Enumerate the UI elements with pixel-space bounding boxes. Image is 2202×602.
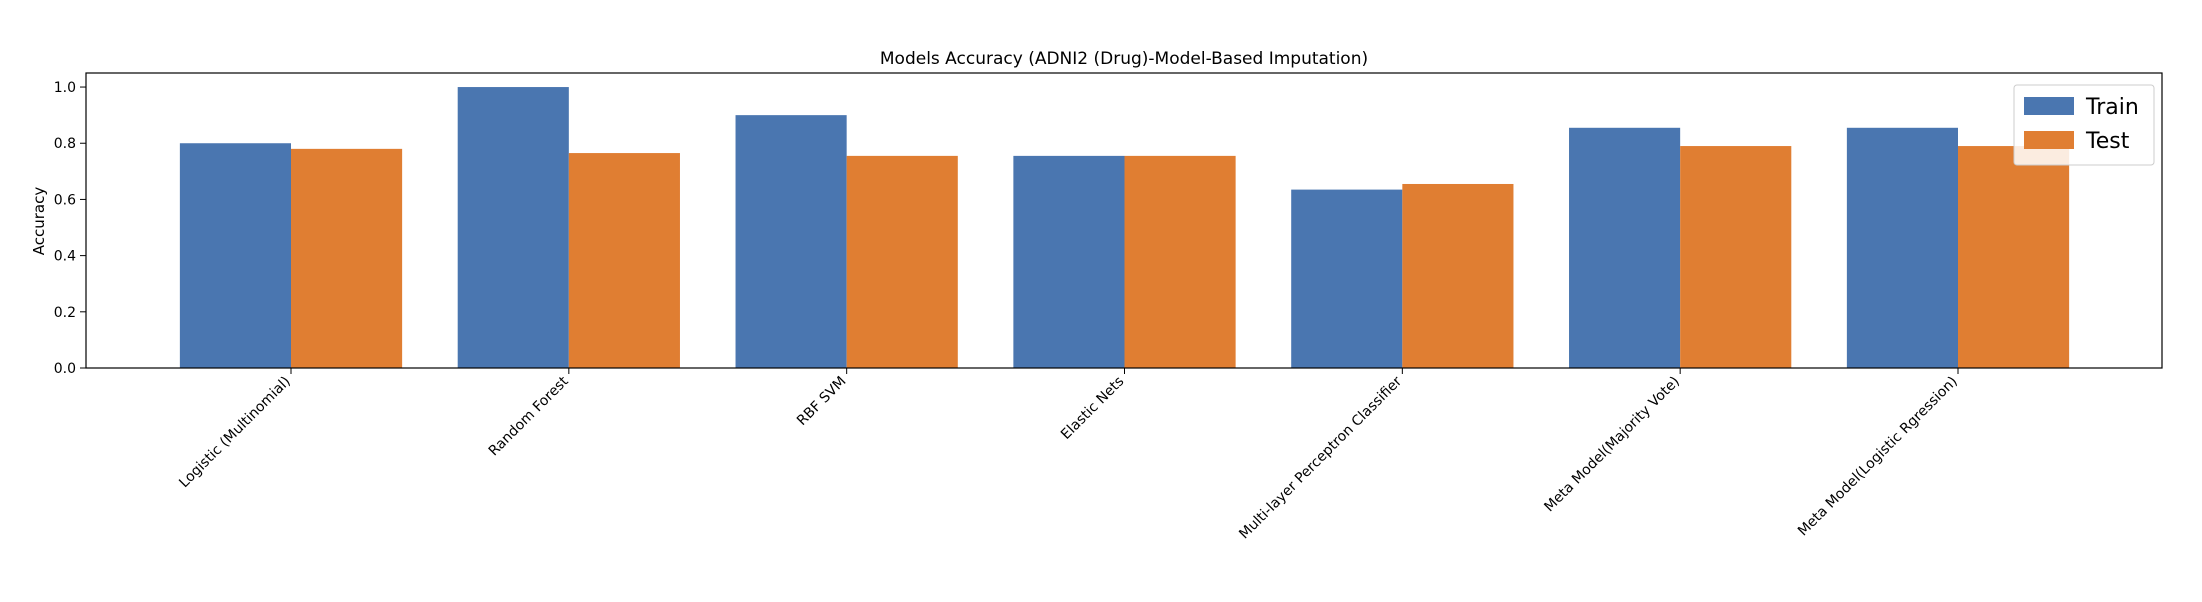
- legend-label-test: Test: [2085, 129, 2130, 154]
- bar-test-5: [1680, 146, 1792, 368]
- x-tick-label-2: RBF SVM: [794, 374, 849, 429]
- bar-train-1: [457, 87, 569, 369]
- bar-train-5: [1569, 127, 1681, 368]
- bar-test-3: [1124, 155, 1236, 368]
- bar-train-6: [1846, 127, 1958, 368]
- y-tick-label-0: 0.0: [54, 361, 76, 377]
- bar-test-0: [291, 148, 403, 368]
- bar-test-2: [846, 155, 958, 368]
- plot-area: 0.0 0.2 0.4 0.6 0.8 1.0 Logistic (Multinomial)…: [54, 72, 2163, 542]
- y-tick-label-2: 0.4: [54, 249, 76, 265]
- bar-test-4: [1402, 183, 1514, 368]
- x-tick-label-4: Multi-layer Perceptron Classifier: [1236, 373, 1405, 542]
- x-tick-label-6: Meta Model(Logistic Rgression): [1795, 374, 1961, 540]
- y-tick-label-5: 1.0: [54, 80, 76, 96]
- legend-swatch-train: [2024, 97, 2074, 115]
- bar-train-4: [1291, 189, 1403, 368]
- legend-label-train: Train: [2085, 95, 2139, 120]
- bar-test-6: [1958, 146, 2070, 368]
- bar-train-2: [735, 115, 847, 368]
- y-tick-label-4: 0.8: [54, 136, 76, 152]
- y-tick-label-3: 0.6: [54, 192, 76, 208]
- bar-test-1: [568, 153, 680, 368]
- bar-train-3: [1013, 155, 1125, 368]
- legend: Train Test: [2013, 84, 2155, 166]
- y-tick-label-1: 0.2: [54, 305, 76, 321]
- x-tick-label-3: Elastic Nets: [1058, 374, 1127, 443]
- x-tick-label-5: Meta Model(Majority Vote): [1541, 374, 1683, 516]
- x-tick-label-1: Random Forest: [486, 373, 572, 459]
- y-axis-label: Accuracy: [30, 187, 48, 256]
- chart-title: Models Accuracy (ADNI2 (Drug)-Model-Base…: [880, 49, 1368, 69]
- x-tick-label-0: Logistic (Multinomial): [176, 374, 294, 492]
- bar-train-0: [179, 143, 291, 368]
- legend-swatch-test: [2024, 131, 2074, 149]
